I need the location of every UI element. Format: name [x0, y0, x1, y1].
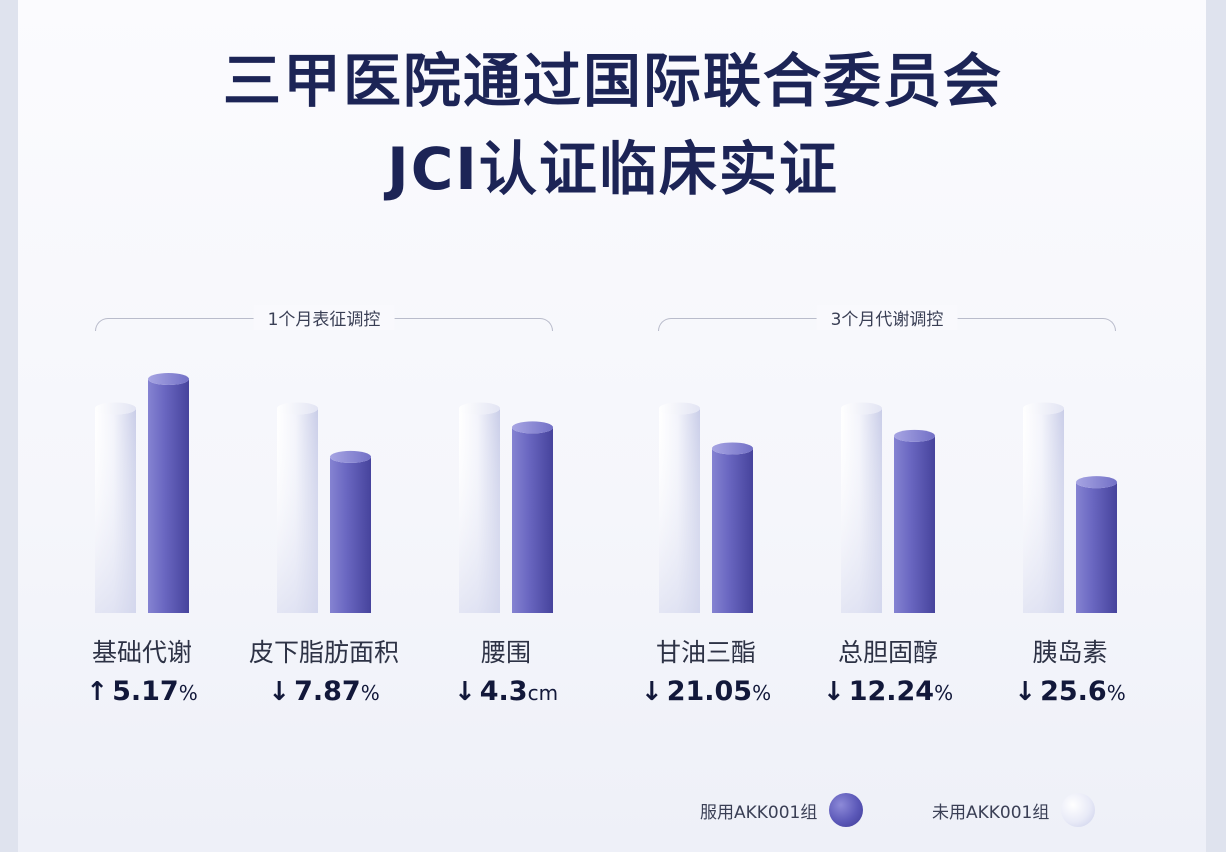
arrow-up-icon: ↑	[86, 677, 109, 707]
change-number: 12.24	[848, 676, 935, 707]
change-number: 4.3	[479, 676, 528, 707]
change-value-2: ↓ 4.3cm	[406, 676, 606, 707]
chart-card	[18, 0, 1206, 852]
legend-used-label: 服用AKK001组	[700, 802, 818, 823]
legend-used-swatch	[829, 793, 864, 827]
bar-unused-2	[459, 402, 500, 613]
change-number: 25.6	[1040, 676, 1107, 707]
arrow-down-icon: ↓	[640, 677, 663, 707]
category-label-5: 胰岛素	[1032, 638, 1108, 667]
bar-used-3	[712, 442, 753, 613]
change-unit: cm	[527, 681, 559, 705]
change-value-3: ↓ 21.05%	[606, 676, 806, 707]
change-unit: %	[1106, 681, 1126, 705]
change-unit: %	[178, 681, 198, 705]
bar-unused-4	[841, 402, 882, 613]
bar-used-2	[512, 421, 553, 613]
section-1-label: 1个月表征调控	[253, 305, 395, 330]
arrow-down-icon: ↓	[1014, 677, 1037, 707]
change-value-4: ↓ 12.24%	[788, 676, 988, 707]
bar-unused-0	[95, 402, 136, 613]
section-2-label: 3个月代谢调控	[816, 305, 958, 330]
change-value-1: ↓ 7.87%	[224, 676, 424, 707]
category-label-0: 基础代谢	[91, 638, 192, 667]
bar-unused-1	[277, 402, 318, 613]
bar-unused-3	[659, 402, 700, 613]
change-unit: %	[752, 681, 772, 705]
change-number: 5.17	[112, 676, 179, 707]
bar-used-4	[894, 429, 935, 613]
change-value-0: ↑ 5.17%	[42, 676, 242, 707]
bar-used-0	[148, 373, 189, 613]
category-label-2: 腰围	[480, 638, 531, 667]
bar-used-5	[1076, 476, 1117, 613]
arrow-down-icon: ↓	[822, 677, 845, 707]
chart-subtitle: JCI认证临床实证	[387, 135, 839, 203]
change-unit: %	[934, 681, 954, 705]
section-1-bracket: 1个月表征调控	[95, 300, 553, 331]
arrow-down-icon: ↓	[453, 677, 476, 707]
arrow-down-icon: ↓	[268, 677, 291, 707]
legend-unused-swatch	[1061, 793, 1096, 827]
section-2-bracket: 3个月代谢调控	[658, 300, 1116, 331]
category-label-4: 总胆固醇	[837, 638, 938, 667]
bar-used-1	[330, 450, 371, 613]
category-label-1: 皮下脂肪面积	[248, 638, 399, 667]
chart-title: 三甲医院通过国际联合委员会	[222, 47, 1003, 115]
change-number: 21.05	[666, 676, 753, 707]
change-unit: %	[360, 681, 380, 705]
legend-unused-label: 未用AKK001组	[932, 802, 1050, 823]
category-label-3: 甘油三酯	[655, 638, 756, 667]
bar-unused-5	[1023, 402, 1064, 613]
legend-unused: 未用AKK001组	[932, 790, 1096, 830]
change-value-5: ↓ 25.6%	[970, 676, 1170, 707]
change-number: 7.87	[294, 676, 361, 707]
legend-used: 服用AKK001组	[700, 790, 864, 830]
